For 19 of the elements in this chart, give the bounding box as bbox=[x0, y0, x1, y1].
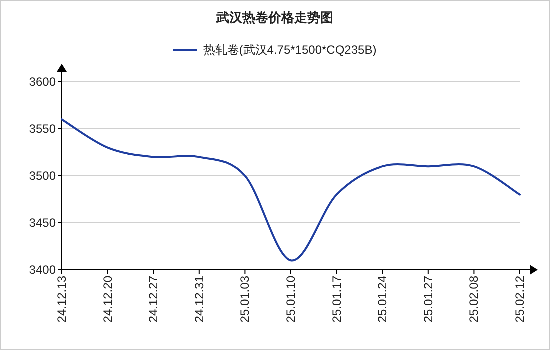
x-tick-label: 25.01.24 bbox=[376, 276, 390, 323]
x-tick-label: 25.01.17 bbox=[330, 276, 344, 323]
y-tick-label: 3550 bbox=[29, 122, 56, 136]
x-tick-label: 24.12.31 bbox=[192, 276, 206, 323]
x-tick-label: 25.01.10 bbox=[284, 276, 298, 323]
x-tick-label: 25.01.03 bbox=[238, 276, 252, 323]
x-tick-label: 25.01.27 bbox=[421, 276, 436, 323]
x-tick-label: 24.12.20 bbox=[100, 276, 115, 323]
x-tick-label: 24.12.13 bbox=[55, 276, 69, 323]
legend-label: 热轧卷(武汉4.75*1500*CQ235B) bbox=[203, 43, 377, 57]
y-tick-label: 3450 bbox=[29, 216, 56, 230]
y-tick-label: 3500 bbox=[29, 169, 56, 183]
x-tick-label: 25.02.08 bbox=[467, 276, 482, 323]
chart-title: 武汉热卷价格走势图 bbox=[216, 10, 334, 25]
y-tick-label: 3400 bbox=[29, 263, 56, 277]
line-series bbox=[61, 118, 521, 262]
y-tick-label: 3600 bbox=[29, 75, 56, 89]
x-tick-label: 25.02.12 bbox=[513, 276, 527, 323]
x-tick-label: 24.12.27 bbox=[146, 276, 161, 323]
